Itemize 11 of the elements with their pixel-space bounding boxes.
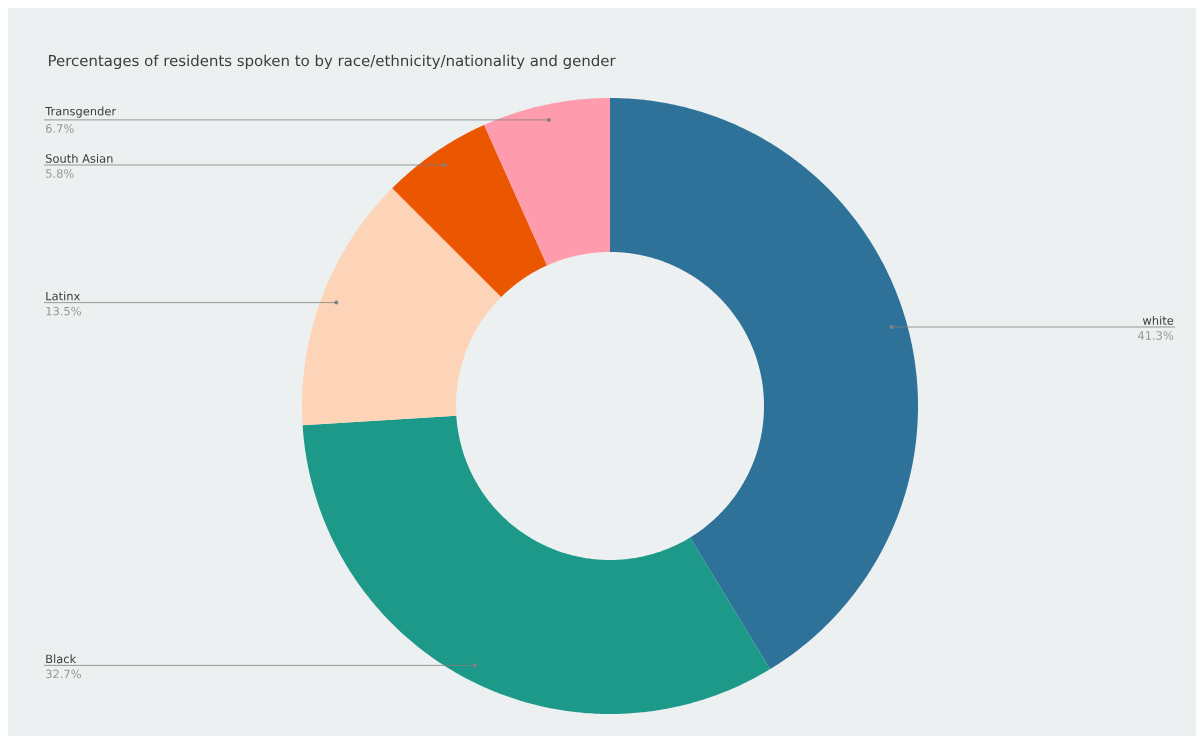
slice-label: Transgender	[45, 106, 117, 118]
data-label: 32.7%	[46, 669, 81, 679]
slice-label: Black	[46, 654, 77, 664]
data-label: 5.8%	[46, 169, 74, 178]
slice-label: South Asian	[45, 153, 113, 163]
data-label: 6.7%	[46, 124, 74, 133]
data-label: 13.5%	[46, 306, 81, 316]
slice-label: white	[1142, 315, 1174, 325]
slice-label: Latinx	[46, 291, 80, 301]
data-label: 41.3%	[1137, 331, 1174, 340]
chart-title: Percentages of residents spoken to by race/ethnicity/nationality and gender	[48, 54, 616, 70]
